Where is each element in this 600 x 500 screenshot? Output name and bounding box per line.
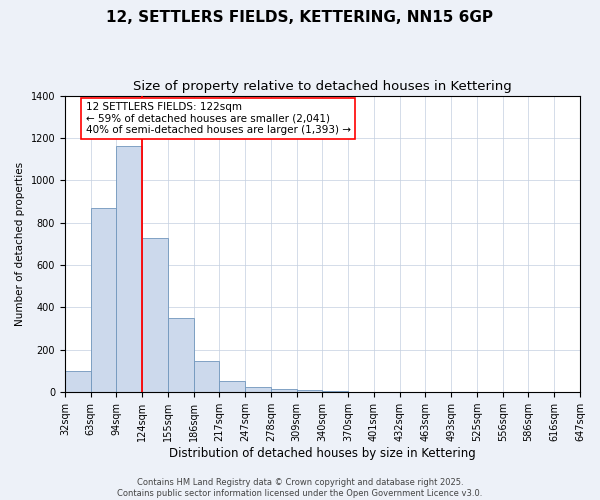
X-axis label: Distribution of detached houses by size in Kettering: Distribution of detached houses by size … <box>169 447 476 460</box>
Bar <box>142 238 168 392</box>
Bar <box>65 371 91 392</box>
Text: 12 SETTLERS FIELDS: 122sqm
← 59% of detached houses are smaller (2,041)
40% of s: 12 SETTLERS FIELDS: 122sqm ← 59% of deta… <box>86 102 350 135</box>
Y-axis label: Number of detached properties: Number of detached properties <box>15 162 25 326</box>
Bar <box>220 380 245 392</box>
Text: Contains HM Land Registry data © Crown copyright and database right 2025.
Contai: Contains HM Land Registry data © Crown c… <box>118 478 482 498</box>
Bar <box>168 318 194 392</box>
Bar <box>116 146 142 392</box>
Bar <box>296 390 322 392</box>
Bar <box>271 389 296 392</box>
Bar <box>322 391 348 392</box>
Bar <box>194 362 220 392</box>
Title: Size of property relative to detached houses in Kettering: Size of property relative to detached ho… <box>133 80 512 93</box>
Text: 12, SETTLERS FIELDS, KETTERING, NN15 6GP: 12, SETTLERS FIELDS, KETTERING, NN15 6GP <box>107 10 493 25</box>
Bar <box>91 208 116 392</box>
Bar <box>245 387 271 392</box>
